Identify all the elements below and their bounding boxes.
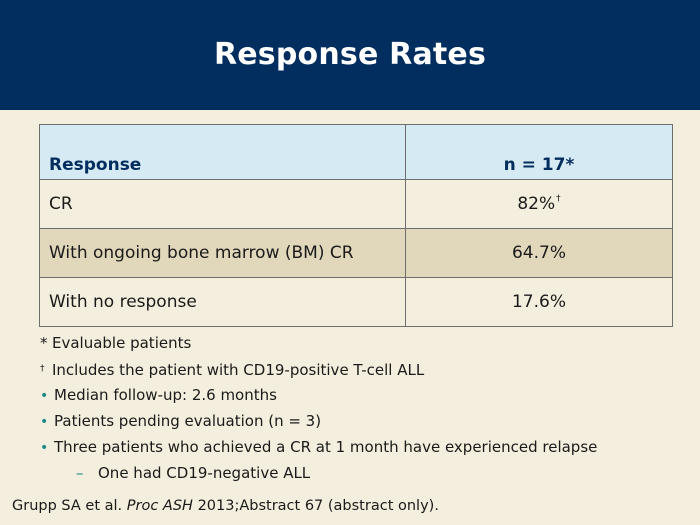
sub-list-item: – One had CD19-negative ALL	[40, 460, 680, 486]
table-row: With no response 17.6%	[39, 277, 673, 327]
title-bar: Response Rates	[0, 0, 700, 110]
dash-icon: –	[76, 464, 84, 482]
row-label: CR	[39, 179, 406, 229]
citation: Grupp SA et al. Proc ASH 2013;Abstract 6…	[12, 498, 439, 514]
bullet-icon: •	[40, 440, 49, 456]
bullet-icon: •	[40, 414, 49, 430]
row-value: 82%†	[405, 179, 673, 229]
bullet-text: Patients pending evaluation (n = 3)	[54, 412, 322, 430]
list-item: • Patients pending evaluation (n = 3)	[40, 408, 680, 434]
row-value-text: 82%	[517, 194, 556, 214]
slide-title: Response Rates	[213, 36, 487, 72]
row-label: With no response	[39, 277, 406, 327]
notes-section: * Evaluable patients † Includes the patien…	[40, 330, 680, 486]
footnote-text: Evaluable patients	[52, 334, 192, 352]
dagger-mark: †	[556, 194, 561, 204]
row-label: With ongoing bone marrow (BM) CR	[39, 228, 406, 278]
table-row: CR 82%†	[39, 179, 673, 229]
footnote-text: Includes the patient with CD19-positive …	[52, 361, 425, 379]
header-n: n = 17*	[405, 124, 673, 180]
citation-journal: Proc ASH	[126, 498, 193, 514]
bullet-text: Three patients who achieved a CR at 1 mo…	[54, 438, 598, 456]
asterisk-symbol: *	[40, 334, 48, 352]
list-item: • Median follow-up: 2.6 months	[40, 382, 680, 408]
row-value: 17.6%	[405, 277, 673, 327]
bullet-icon: •	[40, 388, 49, 404]
bullet-text: Median follow-up: 2.6 months	[54, 386, 277, 404]
row-value: 64.7%	[405, 228, 673, 278]
table-row: With ongoing bone marrow (BM) CR 64.7%	[39, 228, 673, 278]
header-response: Response	[39, 124, 406, 180]
dagger-symbol: †	[40, 364, 45, 374]
footnote-asterisk: * Evaluable patients	[40, 330, 680, 356]
citation-details: 2013;Abstract 67 (abstract only).	[197, 498, 439, 514]
sub-bullet-text: One had CD19-negative ALL	[98, 464, 311, 482]
list-item: • Three patients who achieved a CR at 1 m…	[40, 434, 680, 460]
table-header-row: Response n = 17*	[39, 124, 673, 180]
response-table: Response n = 17* CR 82%† With ongoing bo…	[39, 124, 673, 327]
citation-authors: Grupp SA et al.	[12, 498, 123, 514]
footnote-dagger: † Includes the patient with CD19-positive…	[40, 356, 680, 382]
